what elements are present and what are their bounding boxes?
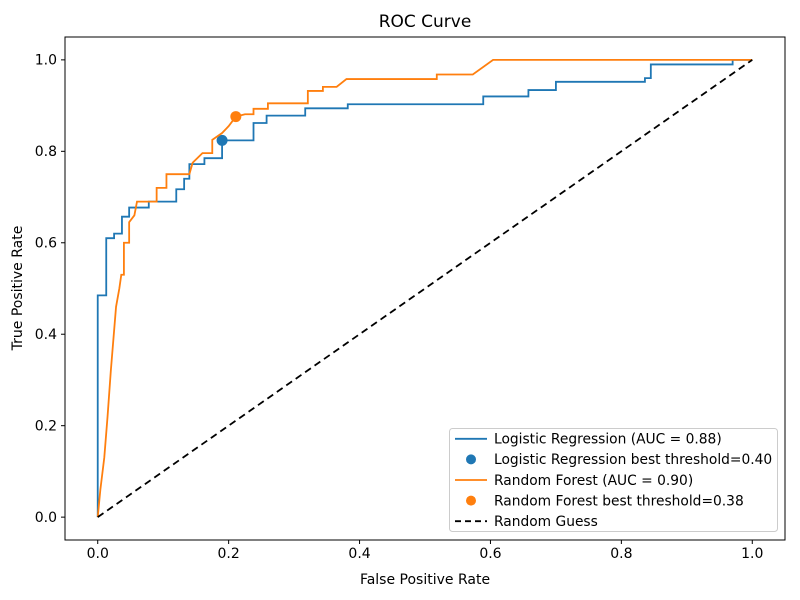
legend-item: Random Forest best threshold=0.38 xyxy=(466,493,744,509)
y-tick-label: 0.2 xyxy=(35,418,57,434)
x-tick-label: 1.0 xyxy=(741,546,763,562)
legend: Logistic Regression (AUC = 0.88) Logistic… xyxy=(449,428,778,532)
logistic-regression-best-threshold-legend-marker xyxy=(466,454,476,465)
random-forest-curve xyxy=(96,58,753,518)
y-tick-label: 0.8 xyxy=(35,144,57,160)
axes-layer: 0.0 0.2 0.4 0.6 0.8 1.0 0.0 0.2 0.4 0.6 0.8 1.0 xyxy=(35,36,786,562)
y-tick-label: 0.0 xyxy=(35,510,57,526)
logistic-regression-best-threshold-marker xyxy=(216,134,228,146)
random-guess-curve xyxy=(97,59,753,518)
plot-area-frame xyxy=(64,36,786,541)
y-axis-label: True Positive Rate xyxy=(10,226,26,352)
legend-item: Random Forest (AUC = 0.90) xyxy=(455,473,693,489)
x-tick-label: 0.0 xyxy=(87,546,109,562)
legend-label: Random Forest best threshold=0.38 xyxy=(494,493,744,509)
y-tick-label: 0.4 xyxy=(35,327,57,343)
x-tick-label: 0.4 xyxy=(348,546,370,562)
series-layer xyxy=(96,58,753,518)
legend-item: Logistic Regression (AUC = 0.88) xyxy=(455,432,722,448)
legend-label: Logistic Regression best threshold=0.40 xyxy=(494,452,772,468)
legend-label: Logistic Regression (AUC = 0.88) xyxy=(494,432,722,448)
legend-box xyxy=(449,428,778,532)
y-tick-label: 0.6 xyxy=(35,235,57,251)
random-forest-best-threshold-marker xyxy=(230,111,242,123)
x-axis-label: False Positive Rate xyxy=(360,572,490,588)
legend-item: Logistic Regression best threshold=0.40 xyxy=(466,452,772,468)
y-tick-label: 1.0 xyxy=(35,53,57,69)
x-tick-label: 0.6 xyxy=(479,546,501,562)
legend-label: Random Guess xyxy=(494,514,598,530)
legend-item: Random Guess xyxy=(455,514,598,530)
random-forest-best-threshold-legend-marker xyxy=(466,495,476,506)
chart-title: ROC Curve xyxy=(379,12,472,32)
x-tick-label: 0.8 xyxy=(610,546,632,562)
x-tick-label: 0.2 xyxy=(218,546,240,562)
legend-label: Random Forest (AUC = 0.90) xyxy=(494,473,693,489)
